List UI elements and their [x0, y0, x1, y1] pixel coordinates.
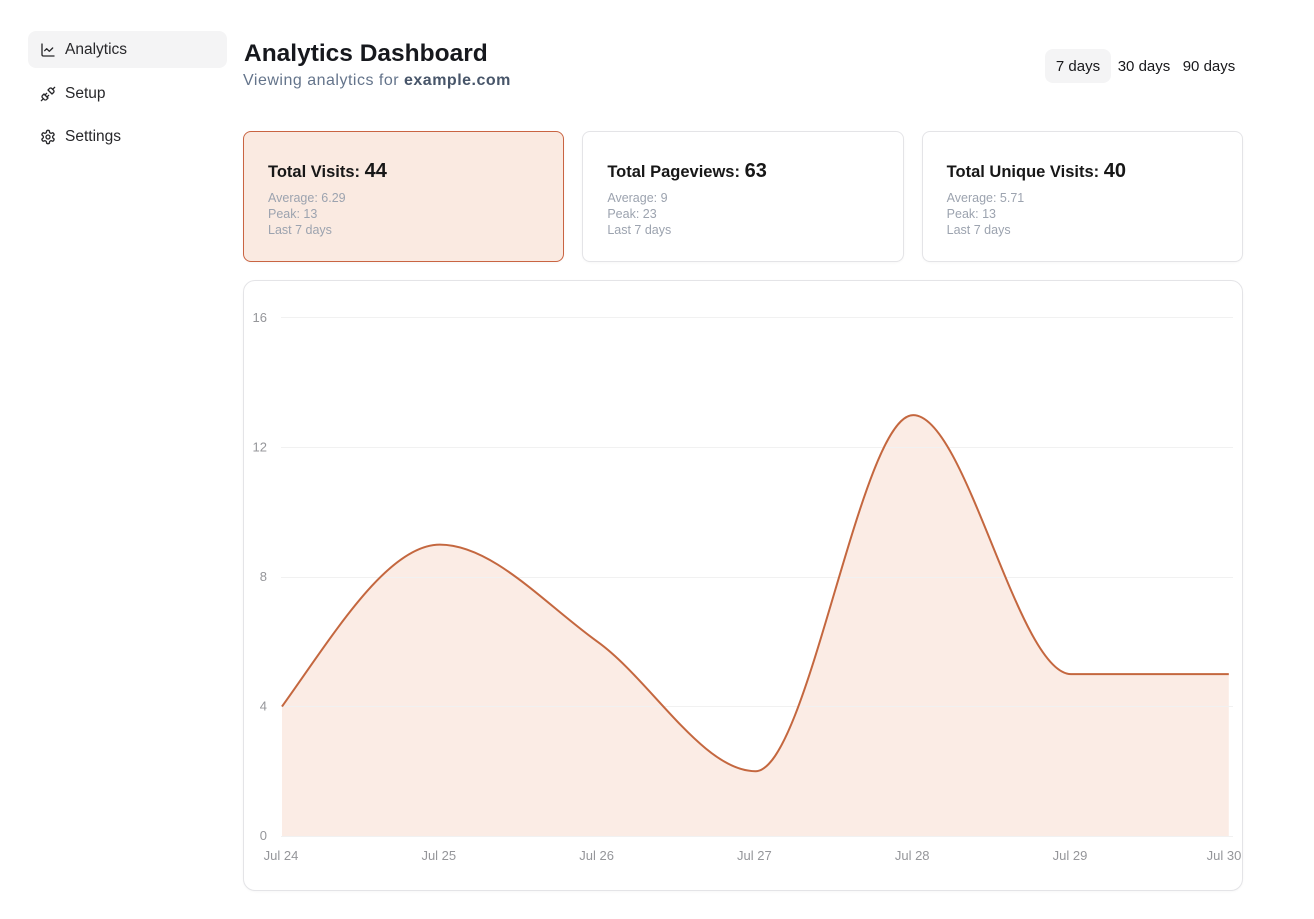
svg-text:Jul 30: Jul 30	[1207, 848, 1242, 863]
svg-text:Jul 28: Jul 28	[895, 848, 930, 863]
svg-text:Jul 24: Jul 24	[264, 848, 299, 863]
svg-text:8: 8	[260, 569, 267, 584]
svg-text:Jul 25: Jul 25	[421, 848, 456, 863]
svg-text:12: 12	[253, 440, 267, 455]
svg-text:4: 4	[260, 699, 267, 714]
svg-text:Jul 27: Jul 27	[737, 848, 772, 863]
svg-text:Jul 26: Jul 26	[579, 848, 614, 863]
svg-text:Jul 29: Jul 29	[1053, 848, 1088, 863]
svg-text:0: 0	[260, 828, 267, 843]
svg-text:16: 16	[253, 310, 267, 325]
